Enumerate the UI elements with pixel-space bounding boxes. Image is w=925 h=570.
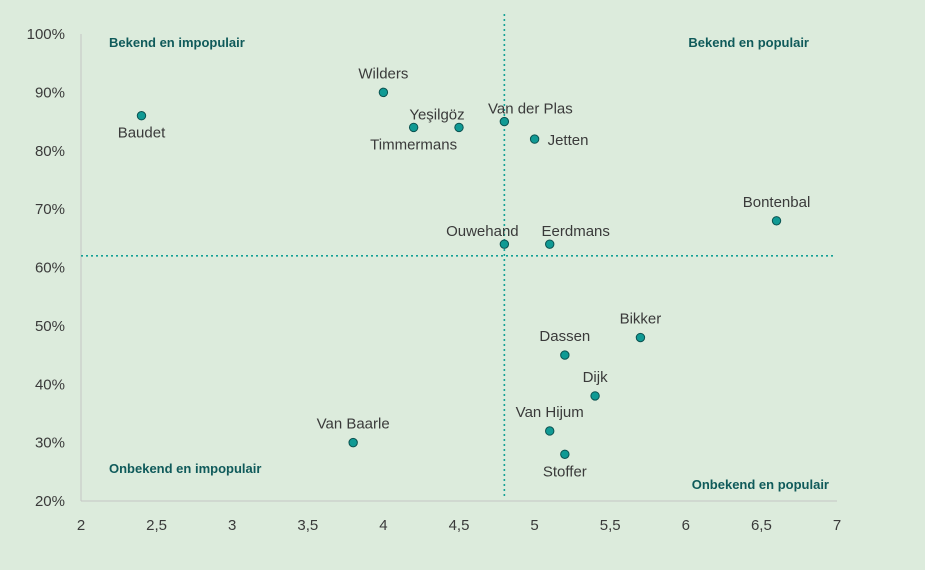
data-point-label: Yeşilgöz [409, 106, 464, 123]
data-point-marker [560, 350, 570, 360]
y-tick-label: 30% [35, 435, 65, 452]
quadrant-label-top-right: Bekend en populair [688, 35, 809, 50]
x-tick-label: 4 [379, 517, 387, 534]
quadrant-label-bottom-left: Onbekend en impopulair [109, 461, 261, 476]
data-point-marker [560, 449, 570, 459]
data-point-marker [771, 216, 782, 226]
x-tick-label: 3,5 [297, 517, 318, 534]
data-point-marker [545, 239, 555, 249]
x-tick-label: 3 [228, 517, 236, 534]
x-tick-label: 2 [77, 517, 85, 534]
x-tick-label: 2,5 [146, 517, 167, 534]
data-point-marker [348, 437, 358, 448]
data-point-marker [378, 87, 389, 98]
data-point-marker [136, 111, 147, 121]
data-point-label: Van Hijum [516, 404, 584, 421]
data-points: Baudet Wilders Timmermans Yeşilgöz Van der P… [118, 65, 811, 480]
x-tick-label: 6 [682, 517, 690, 534]
data-point-label: Dijk [583, 369, 608, 386]
data-point-label: Stoffer [543, 463, 587, 480]
data-point-label: Ouwehand [446, 223, 519, 240]
y-tick-label: 50% [35, 318, 65, 335]
data-point-marker [529, 134, 540, 144]
data-point-label: Bikker [620, 311, 662, 328]
axes: 2 2,5 3 3,5 4 4,5 5 5,5 6 6,5 7 20% 30% 40% 50% 60% 70% 8… [27, 26, 842, 534]
y-tick-label: 80% [35, 143, 65, 160]
data-point-label: Van der Plas [488, 101, 573, 118]
y-tick-label: 20% [35, 493, 65, 510]
data-point-label: Van Baarle [317, 416, 390, 433]
data-point-label: Bontenbal [743, 194, 811, 211]
data-point-label: Jetten [548, 132, 589, 149]
x-tick-label: 7 [833, 517, 841, 534]
quadrant-label-top-left: Bekend en impopulair [109, 35, 245, 50]
data-point-marker [454, 122, 464, 133]
x-tick-label: 5,5 [600, 517, 621, 534]
y-tick-label: 90% [35, 84, 65, 101]
data-point-label: Eerdmans [542, 223, 610, 240]
data-point-marker [499, 239, 510, 249]
y-tick-label: 100% [27, 26, 65, 43]
data-point-marker [545, 426, 555, 436]
x-tick-label: 6,5 [751, 517, 772, 534]
quadrant-label-bottom-right: Onbekend en populair [692, 477, 829, 492]
y-tick-label: 60% [35, 260, 65, 277]
quadrant-labels: Bekend en impopulair Bekend en populair On… [109, 35, 829, 492]
data-point-label: Baudet [118, 125, 166, 142]
reference-lines [81, 14, 833, 498]
data-point-marker [635, 332, 646, 343]
x-tick-label: 5 [530, 517, 538, 534]
data-point-label: Wilders [358, 65, 408, 82]
data-point-marker [590, 391, 600, 401]
data-point-label: Dassen [539, 328, 590, 345]
y-tick-label: 70% [35, 201, 65, 218]
data-point-marker [408, 122, 419, 133]
x-tick-label: 4,5 [449, 517, 470, 534]
y-tick-label: 40% [35, 376, 65, 393]
data-point-marker [499, 116, 510, 127]
data-point-label: Timmermans [370, 136, 457, 153]
